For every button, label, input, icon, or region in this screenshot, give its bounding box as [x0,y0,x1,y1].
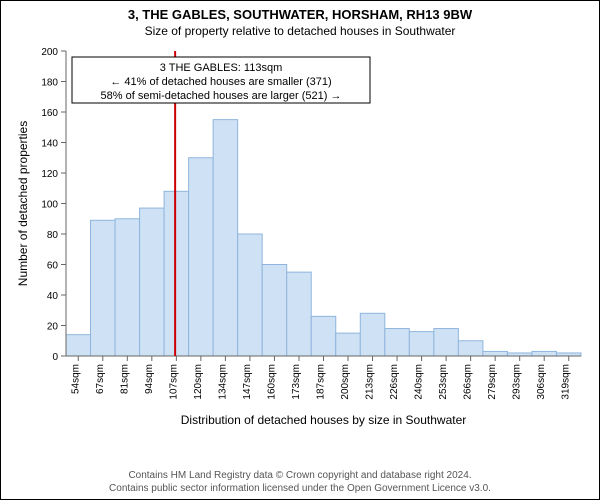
histogram-bar [238,234,263,356]
svg-text:226sqm: 226sqm [389,364,400,400]
chart-subtitle: Size of property relative to detached ho… [1,24,599,38]
svg-text:279sqm: 279sqm [487,364,498,400]
svg-text:94sqm: 94sqm [144,364,155,394]
svg-text:160sqm: 160sqm [266,364,277,400]
svg-text:187sqm: 187sqm [316,364,327,400]
svg-text:107sqm: 107sqm [168,364,179,400]
footer-line-1: Contains HM Land Registry data © Crown c… [1,470,599,483]
svg-text:213sqm: 213sqm [365,364,376,400]
svg-text:319sqm: 319sqm [561,364,572,400]
svg-text:0: 0 [52,352,58,363]
svg-text:40: 40 [47,291,59,302]
svg-text:120: 120 [41,169,58,180]
chart-area: 0 20 40 60 80 100 120 140 160 180 200 Number of det… [11,41,591,436]
annotation-line-2: ← 41% of detached houses are smaller (37… [110,76,331,88]
histogram-bar [483,351,508,356]
histogram-bar [311,316,336,356]
histogram-bar [140,208,165,356]
svg-text:200: 200 [41,47,58,58]
histogram-bar [360,313,385,356]
svg-text:Number of detached properties: Number of detached properties [16,121,30,286]
histogram-bar [189,158,214,356]
histogram-bar [213,120,238,356]
histogram-bar [91,220,116,356]
svg-text:120sqm: 120sqm [193,364,204,400]
svg-text:81sqm: 81sqm [119,364,130,394]
histogram-bar [66,335,91,356]
chart-title: 3, THE GABLES, SOUTHWATER, HORSHAM, RH13… [1,7,599,22]
svg-text:306sqm: 306sqm [536,364,547,400]
histogram-bar [287,272,312,356]
svg-text:80: 80 [47,230,59,241]
svg-text:253sqm: 253sqm [438,364,449,400]
annotation-line-1: 3 THE GABLES: 113sqm [160,62,282,74]
svg-text:173sqm: 173sqm [291,364,302,400]
histogram-bar [164,191,189,356]
svg-text:293sqm: 293sqm [512,364,523,400]
annotation-line-3: 58% of semi-detached houses are larger (… [101,90,342,102]
chart-container: 3, THE GABLES, SOUTHWATER, HORSHAM, RH13… [0,0,600,500]
histogram-svg: 0 20 40 60 80 100 120 140 160 180 200 Number of det… [11,41,591,436]
svg-text:20: 20 [47,322,59,333]
svg-text:140: 140 [41,139,58,150]
svg-text:60: 60 [47,261,59,272]
svg-text:134sqm: 134sqm [217,364,228,400]
svg-text:Distribution of detached house: Distribution of detached houses by size … [181,413,467,427]
svg-text:240sqm: 240sqm [414,364,425,400]
histogram-bar [115,219,140,356]
footer: Contains HM Land Registry data © Crown c… [1,470,599,495]
histogram-bar [532,351,557,356]
svg-text:266sqm: 266sqm [463,364,474,400]
svg-text:180: 180 [41,78,58,89]
svg-text:54sqm: 54sqm [70,364,81,394]
histogram-bar [409,332,434,356]
histogram-bar [262,265,287,357]
svg-text:100: 100 [41,200,58,211]
histogram-bar [336,333,361,356]
footer-line-2: Contains public sector information licen… [1,483,599,496]
histogram-bar [434,329,459,356]
svg-text:67sqm: 67sqm [95,364,106,394]
histogram-bar [458,341,483,356]
svg-text:160: 160 [41,108,58,119]
svg-text:200sqm: 200sqm [340,364,351,400]
svg-text:147sqm: 147sqm [242,364,253,400]
histogram-bar [385,329,410,356]
